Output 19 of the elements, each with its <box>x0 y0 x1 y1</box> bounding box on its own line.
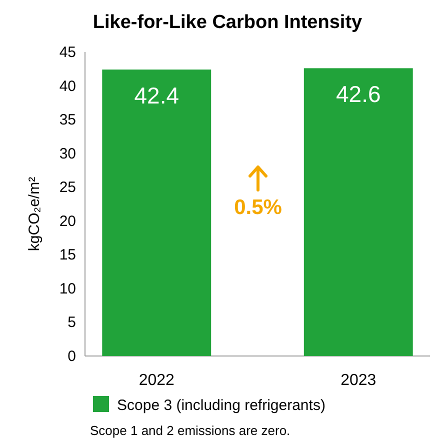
data-label: 42.6 <box>336 81 381 108</box>
y-tick-label: 5 <box>68 314 76 332</box>
y-tick-label: 10 <box>59 280 76 298</box>
y-axis-title: kgCO₂e/m² <box>26 176 43 252</box>
x-tick-label: 2022 <box>138 372 175 389</box>
y-tick-label: 25 <box>59 179 76 196</box>
annotation: 0.5% <box>234 196 282 219</box>
legend-label: Scope 3 (including refrigerants) <box>117 397 326 414</box>
y-tick-label: 0 <box>68 348 76 365</box>
text: Scope 1 and 2 emissions are zero. <box>90 423 290 438</box>
data-label: 42.4 <box>134 82 180 109</box>
y-tick-label: 15 <box>59 246 76 264</box>
y-tick-label: 30 <box>59 145 76 162</box>
chart-title: Like-for-Like Carbon Intensity <box>92 12 363 33</box>
y-tick-label: 20 <box>59 212 76 230</box>
y-tick-label: 40 <box>59 78 76 95</box>
y-tick-label: 45 <box>59 44 76 61</box>
y-tick-label: 35 <box>59 112 76 129</box>
x-tick-label: 2023 <box>340 372 376 389</box>
